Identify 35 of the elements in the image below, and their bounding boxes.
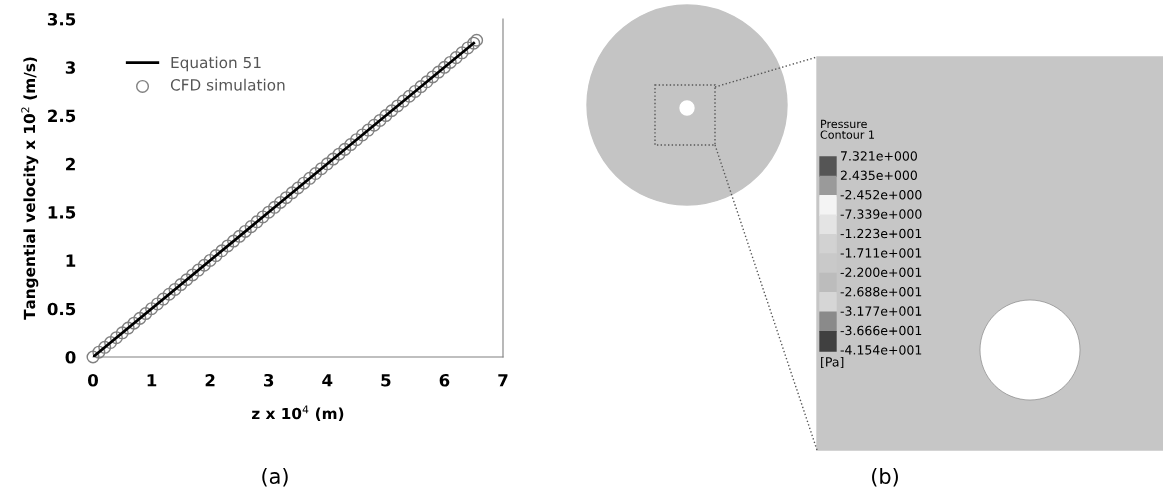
text: -2.200e+001	[840, 267, 922, 278]
x-tick-label: 3	[264, 373, 274, 387]
y-tick-label: 2	[66, 157, 75, 171]
y-tick-label: 2.5	[48, 109, 76, 123]
text: [Pa]	[821, 356, 844, 369]
y-tick-label: 0.5	[47, 302, 76, 316]
x-tick-label: 0	[88, 373, 98, 387]
text: Pressure Contour 1	[820, 119, 874, 139]
y-tick-label: 3	[65, 61, 76, 74]
text: -3.177e+001	[840, 306, 922, 316]
text: -4.154e+001	[840, 345, 922, 355]
text: -1.711e+001	[840, 248, 922, 258]
text: -2.688e+001	[840, 286, 922, 297]
x-tick-label: 6	[439, 373, 450, 387]
text: (b)	[872, 467, 898, 487]
x-tick-label: 2	[205, 373, 215, 387]
y-tick-label: 0	[65, 350, 76, 364]
y-axis-title: Tangential velocity x 10$^{2}$ (m/s)	[21, 57, 39, 320]
x-tick-label: 1	[147, 374, 157, 387]
text: 2.435e+000	[840, 170, 917, 181]
legend-label: CFD simulation	[170, 78, 285, 91]
y-tick-label: 1.5	[48, 206, 76, 219]
text: 7.321e+000	[841, 151, 917, 161]
x-tick-label: 5	[381, 374, 391, 387]
text: (a)	[262, 467, 288, 487]
y-tick-label: 1	[66, 254, 76, 267]
text: -2.452e+000	[840, 189, 922, 200]
text: -1.223e+001	[840, 228, 922, 239]
text: -3.666e+001	[840, 325, 922, 336]
legend-label: Equation 51	[171, 56, 261, 72]
text: -7.339e+000	[840, 209, 922, 219]
x-axis-title: z x 10$^{4}$ (m)	[252, 405, 344, 422]
x-tick-label: 7	[498, 374, 508, 387]
y-tick-label: 3.5	[47, 12, 76, 26]
x-tick-label: 4	[322, 374, 333, 387]
